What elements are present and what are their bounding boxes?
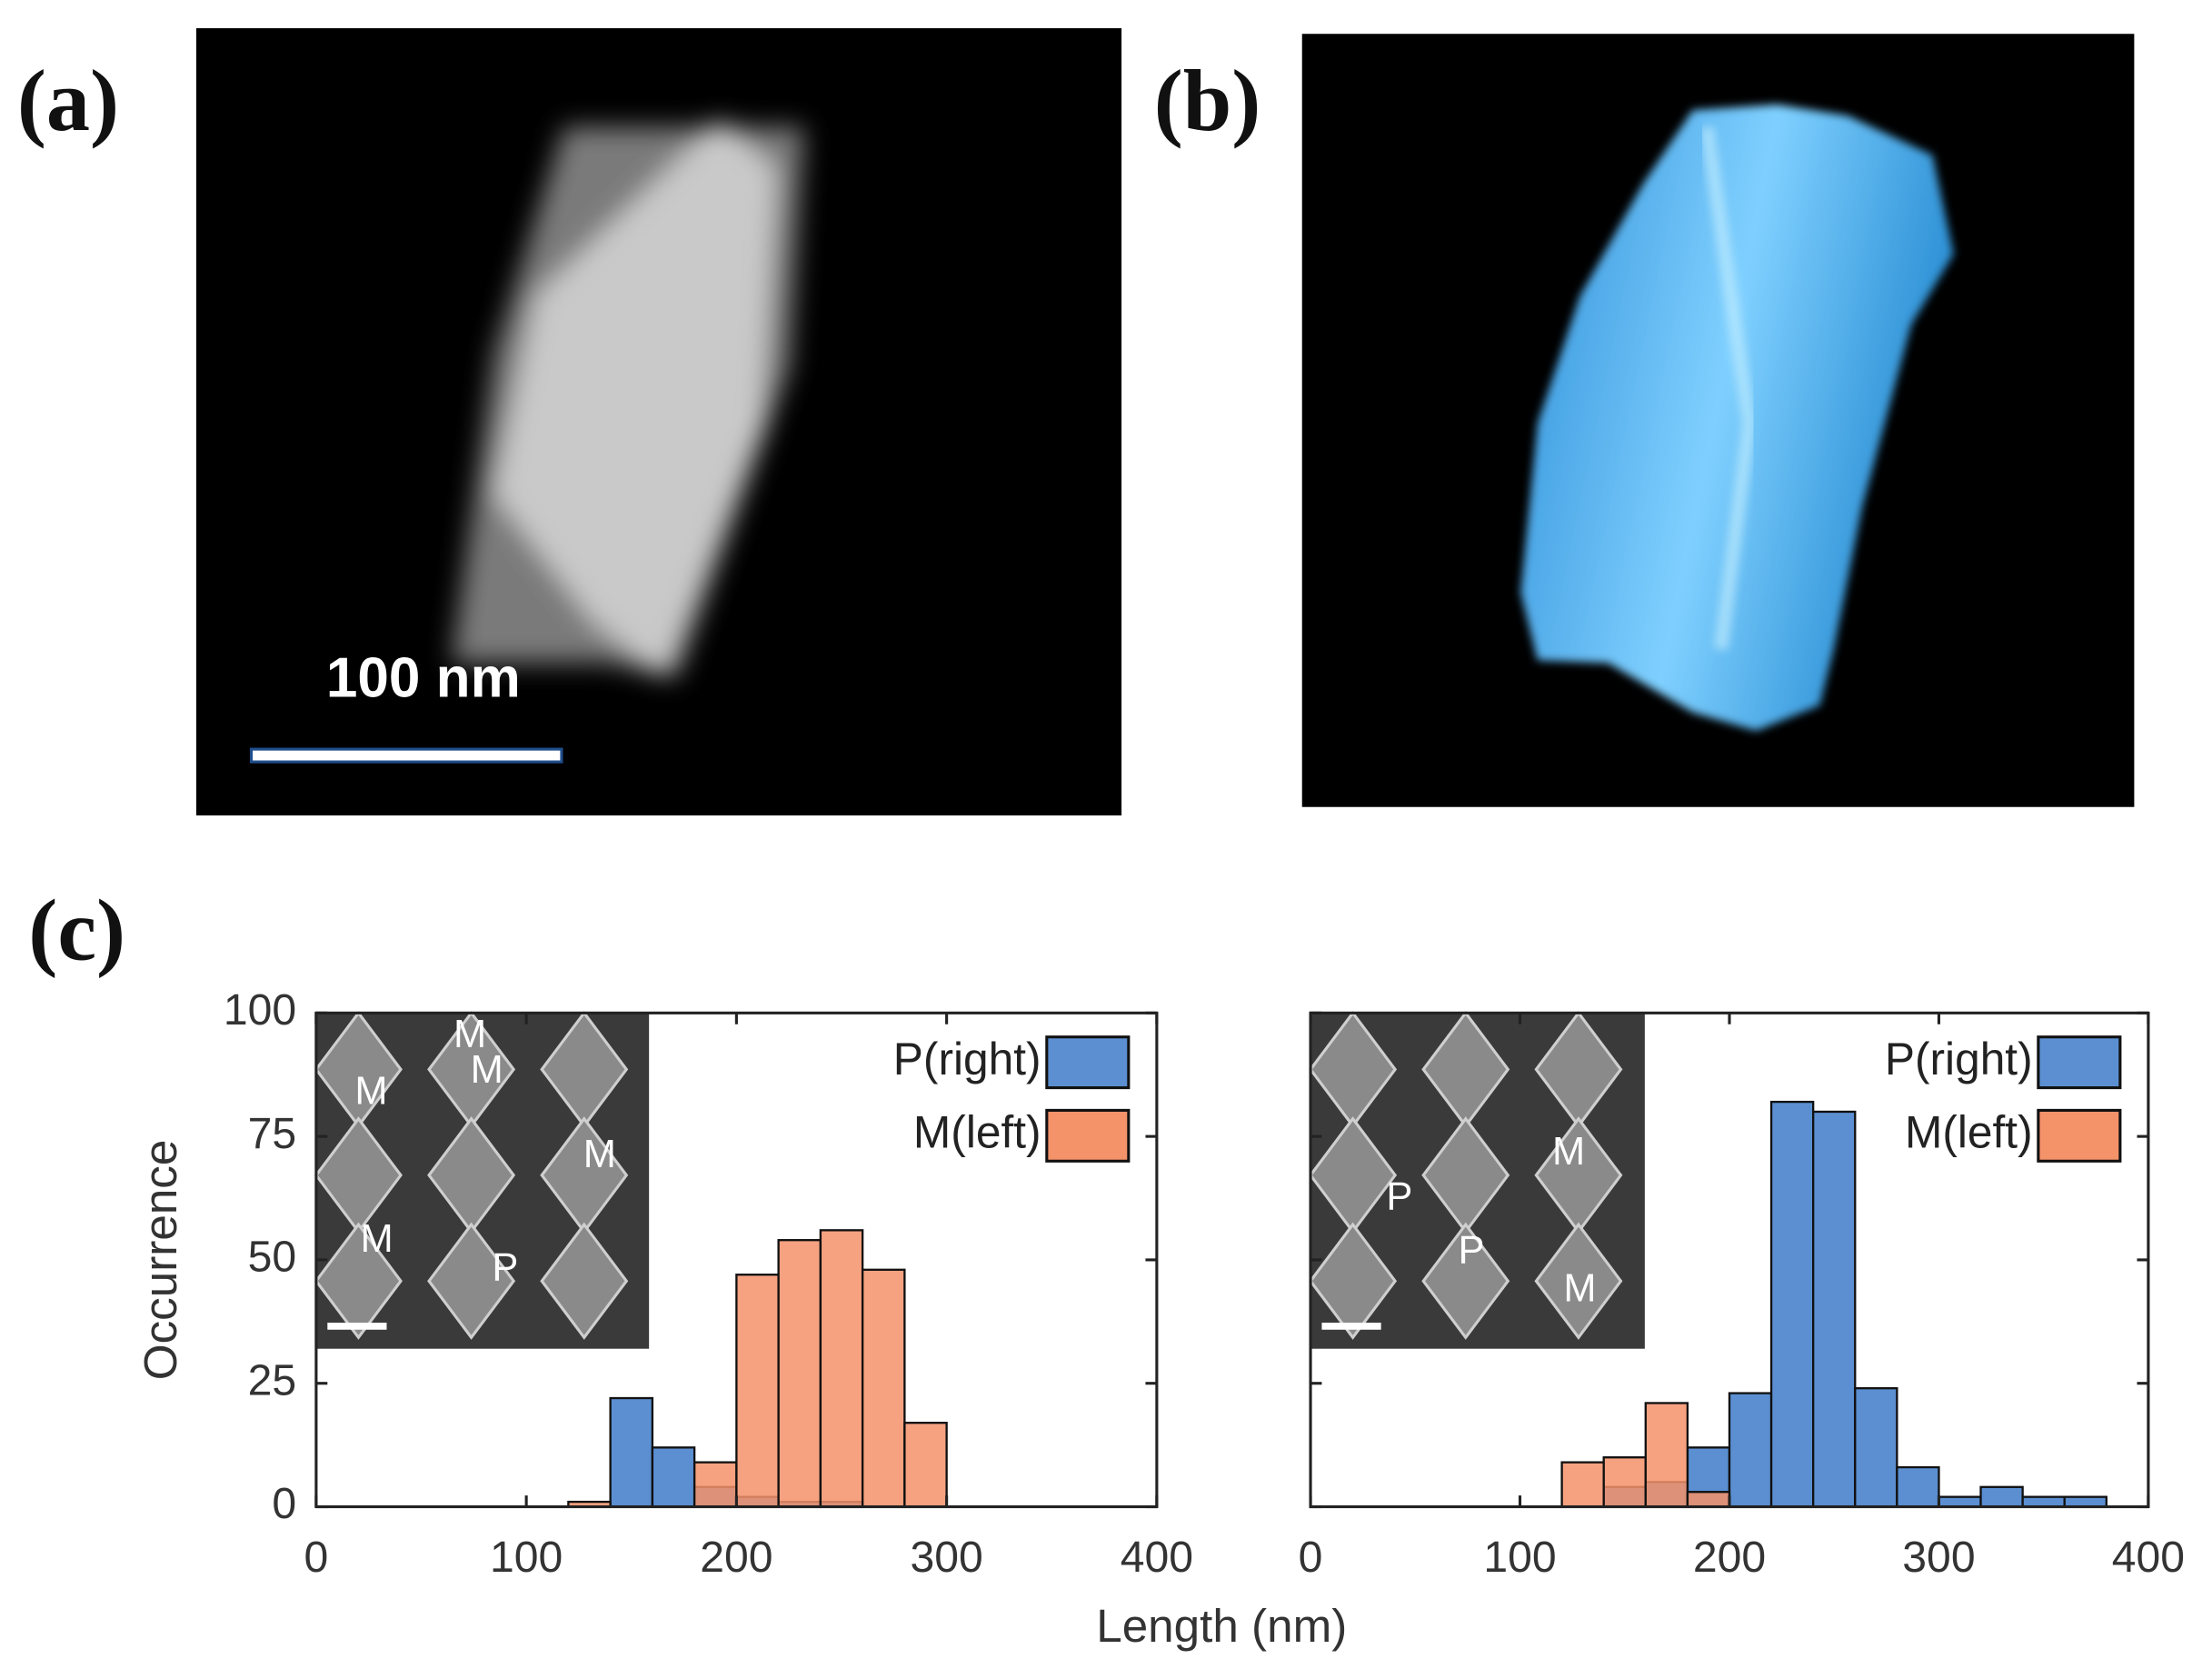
inset-label: M <box>361 1217 394 1261</box>
inset-label: M <box>583 1133 616 1176</box>
inset-label: M <box>354 1069 387 1113</box>
x-tick-label: 100 <box>1483 1533 1556 1582</box>
crystal <box>540 1222 629 1340</box>
panel-label: (b) <box>1154 52 1261 149</box>
x-axis-label: Length (nm) <box>1096 1600 1347 1652</box>
x-tick-label: 400 <box>2112 1533 2185 1582</box>
bar <box>1644 1402 1689 1508</box>
bar <box>819 1229 864 1508</box>
crystal <box>314 1222 403 1340</box>
inset-label: M <box>1563 1267 1596 1311</box>
legend-label: M(left) <box>913 1106 1041 1157</box>
bar <box>1979 1485 2024 1508</box>
highlight <box>1699 125 1757 650</box>
legend-label: P(right) <box>1885 1034 2033 1084</box>
bar <box>1854 1386 1898 1508</box>
y-tick-label: 75 <box>248 1109 297 1158</box>
x-tick-label: 200 <box>700 1533 772 1582</box>
particle-render <box>1520 104 1954 731</box>
bar <box>1938 1495 1982 1508</box>
crystal <box>427 1222 516 1340</box>
scale-bar-label: 100 nm <box>326 647 521 710</box>
bar <box>1728 1392 1773 1508</box>
legend-swatch <box>2037 1108 2122 1163</box>
x-tick-label: 300 <box>1902 1533 1975 1582</box>
bar <box>903 1422 948 1508</box>
x-tick-label: 400 <box>1121 1533 1193 1582</box>
bar <box>1602 1456 1647 1508</box>
inset-label: P <box>1386 1175 1412 1219</box>
crystal <box>1534 1222 1623 1340</box>
bar <box>1769 1100 1815 1508</box>
bar <box>1896 1465 1940 1508</box>
legend-label: P(right) <box>893 1034 1041 1084</box>
y-tick-label: 25 <box>248 1355 297 1404</box>
legend-swatch <box>1045 1035 1131 1090</box>
x-tick-label: 100 <box>490 1533 563 1582</box>
x-tick-label: 300 <box>910 1533 982 1582</box>
inset-label: M <box>453 1013 486 1056</box>
y-tick-label: 0 <box>272 1479 296 1528</box>
bar <box>2021 1495 2066 1508</box>
bar <box>861 1268 906 1508</box>
legend-swatch <box>1045 1108 1131 1163</box>
inset-label: P <box>1458 1229 1484 1273</box>
y-tick-label: 50 <box>248 1233 297 1282</box>
bar <box>1560 1461 1605 1508</box>
bar <box>735 1274 780 1508</box>
y-axis-label: Occurrence <box>135 1140 186 1381</box>
bar <box>609 1396 654 1508</box>
legend-label: M(left) <box>1905 1106 2033 1157</box>
bar <box>1686 1491 1731 1508</box>
x-tick-label: 0 <box>304 1533 329 1582</box>
y-tick-label: 100 <box>224 985 296 1034</box>
panel-label: (c) <box>28 881 125 978</box>
crystal <box>1421 1222 1510 1340</box>
crystal <box>1309 1222 1398 1340</box>
x-tick-label: 0 <box>1299 1533 1323 1582</box>
panel-label: (a) <box>17 52 119 149</box>
particle <box>451 119 804 677</box>
inset-label: P <box>492 1245 518 1289</box>
scale-bar <box>249 747 563 764</box>
bar <box>2063 1495 2107 1508</box>
legend-swatch <box>2037 1035 2122 1090</box>
x-tick-label: 200 <box>1693 1533 1766 1582</box>
inset-label: M <box>471 1048 503 1092</box>
bar <box>777 1239 822 1508</box>
bar <box>1812 1110 1857 1508</box>
bar <box>692 1461 738 1508</box>
bar <box>651 1446 696 1508</box>
inset-label: M <box>1552 1130 1585 1174</box>
